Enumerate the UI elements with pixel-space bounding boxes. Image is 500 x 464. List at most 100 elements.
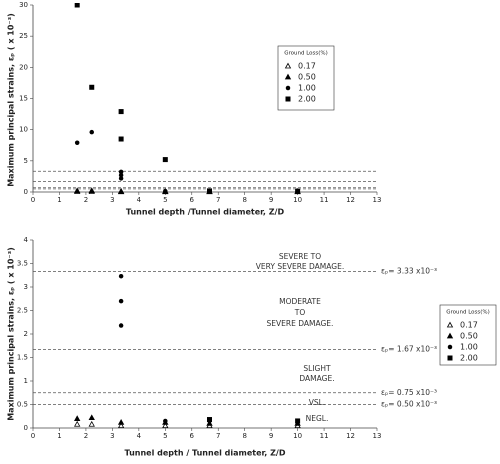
point <box>295 188 301 194</box>
legend-label: 1.00 <box>298 84 316 93</box>
point <box>74 140 80 146</box>
point <box>447 344 453 350</box>
point <box>118 323 124 328</box>
points <box>74 3 301 195</box>
x-tick-label: 2 <box>84 196 88 204</box>
x-tick-label: 8 <box>242 432 246 440</box>
x-tick-label: 1 <box>57 432 61 440</box>
point <box>88 187 95 194</box>
point <box>88 414 95 421</box>
threshold-label: εₚ= 1.67 x10⁻³ <box>381 345 437 354</box>
y-tick-label: 0 <box>24 188 28 196</box>
zone-label: NEGL. <box>306 414 329 423</box>
legend-title: Ground Loss(%) <box>446 310 490 316</box>
x-tick-label: 11 <box>320 196 329 204</box>
points <box>74 26 301 429</box>
point <box>163 418 168 424</box>
y-tick-label: 2.5 <box>17 307 28 315</box>
point <box>89 84 95 90</box>
y-tick-label: 3.5 <box>17 260 28 268</box>
threshold-label: εₚ= 3.33 x10⁻³ <box>381 266 437 275</box>
point <box>284 73 292 80</box>
x-tick-label: 10 <box>293 196 302 204</box>
chart: 00.511.522.533.540 1 2 3 4 5 6 7 8 9 10 11 12 13Tunne… <box>7 26 497 458</box>
y-tick-label: 0 <box>24 424 28 432</box>
x-tick-label: 4 <box>137 196 142 204</box>
point <box>284 62 292 69</box>
x-tick-label: 4 <box>137 432 142 440</box>
zone-label: SEVERE TO <box>279 252 321 261</box>
y-tick-label: 20 <box>19 63 28 71</box>
y-tick-label: 1.5 <box>17 354 28 362</box>
point <box>117 422 125 429</box>
point <box>74 420 81 427</box>
zone-label: SEVERE DAMAGE. <box>267 319 334 328</box>
x-tick-label: 9 <box>269 196 273 204</box>
point <box>295 418 301 424</box>
x-tick-label: 12 <box>346 196 355 204</box>
x-tick-label: 5 <box>163 196 167 204</box>
y-tick-label: 10 <box>19 126 28 134</box>
x-tick-label: 8 <box>242 196 246 204</box>
legend-label: 0.17 <box>298 62 316 71</box>
y-tick-label: 2 <box>24 330 28 338</box>
legend-label: 0.50 <box>460 332 478 341</box>
x-axis-title: Tunnel depth / Tunnel diameter, Z/D <box>125 449 286 458</box>
x-tick-label: 0 <box>31 196 35 204</box>
point <box>118 136 124 142</box>
point <box>89 129 94 135</box>
legend-label: 1.00 <box>460 343 478 352</box>
point <box>117 419 125 425</box>
zone-label: DAMAGE. <box>299 374 334 383</box>
y-tick-label: 4 <box>24 236 29 244</box>
point <box>118 273 124 279</box>
legend-label: 2.00 <box>298 95 316 104</box>
x-tick-label: 5 <box>163 432 167 440</box>
point <box>74 415 81 422</box>
x-tick-label: 7 <box>216 432 220 440</box>
x-axis-title: Tunnel depth /Tunnel diameter, Z/D <box>126 208 285 217</box>
point <box>162 157 168 163</box>
x-tick-label: 1 <box>57 196 61 204</box>
y-axis-title: Maximum principal strains, εₚ ( x 10⁻³) <box>7 247 16 421</box>
point <box>285 96 291 102</box>
x-tick-label: 12 <box>346 432 355 440</box>
point <box>117 187 125 194</box>
x-tick-label: 11 <box>320 432 329 440</box>
point <box>74 3 80 8</box>
threshold-label: εₚ= 0.50 x10⁻³ <box>381 400 437 409</box>
x-tick-label: 6 <box>190 196 195 204</box>
y-tick-label: 15 <box>19 95 28 103</box>
x-tick-label: 2 <box>84 432 88 440</box>
point <box>446 332 454 339</box>
point <box>206 417 212 423</box>
legend-title: Ground Loss(%) <box>284 51 328 57</box>
x-tick-label: 0 <box>31 432 35 440</box>
x-tick-label: 6 <box>190 432 195 440</box>
y-tick-label: 30 <box>19 1 28 9</box>
point <box>285 85 291 91</box>
x-tick-label: 7 <box>216 196 220 204</box>
point <box>119 26 124 31</box>
zone-label: VERY SEVERE DAMAGE. <box>256 262 344 271</box>
x-tick-label: 3 <box>110 196 114 204</box>
legend-label: 0.50 <box>298 73 316 82</box>
zone-label: TO <box>294 308 306 317</box>
y-tick-label: 1 <box>24 377 28 385</box>
point <box>446 321 454 328</box>
x-tick-label: 3 <box>110 432 114 440</box>
zone-label: SLIGHT <box>303 364 331 373</box>
point <box>118 298 124 304</box>
zone-label: VSL. <box>309 398 325 407</box>
point <box>118 176 124 181</box>
y-tick-label: 0.5 <box>17 401 28 409</box>
y-tick-label: 3 <box>24 283 28 291</box>
zone-label: MODERATE <box>279 297 321 306</box>
y-axis-title: Maximum principal strains, εₚ ( x 10⁻³) <box>7 13 16 187</box>
point <box>206 188 212 194</box>
x-tick-label: 10 <box>293 432 302 440</box>
threshold-label: εₚ= 0.75 x10⁻³ <box>381 388 437 397</box>
point <box>163 188 168 194</box>
